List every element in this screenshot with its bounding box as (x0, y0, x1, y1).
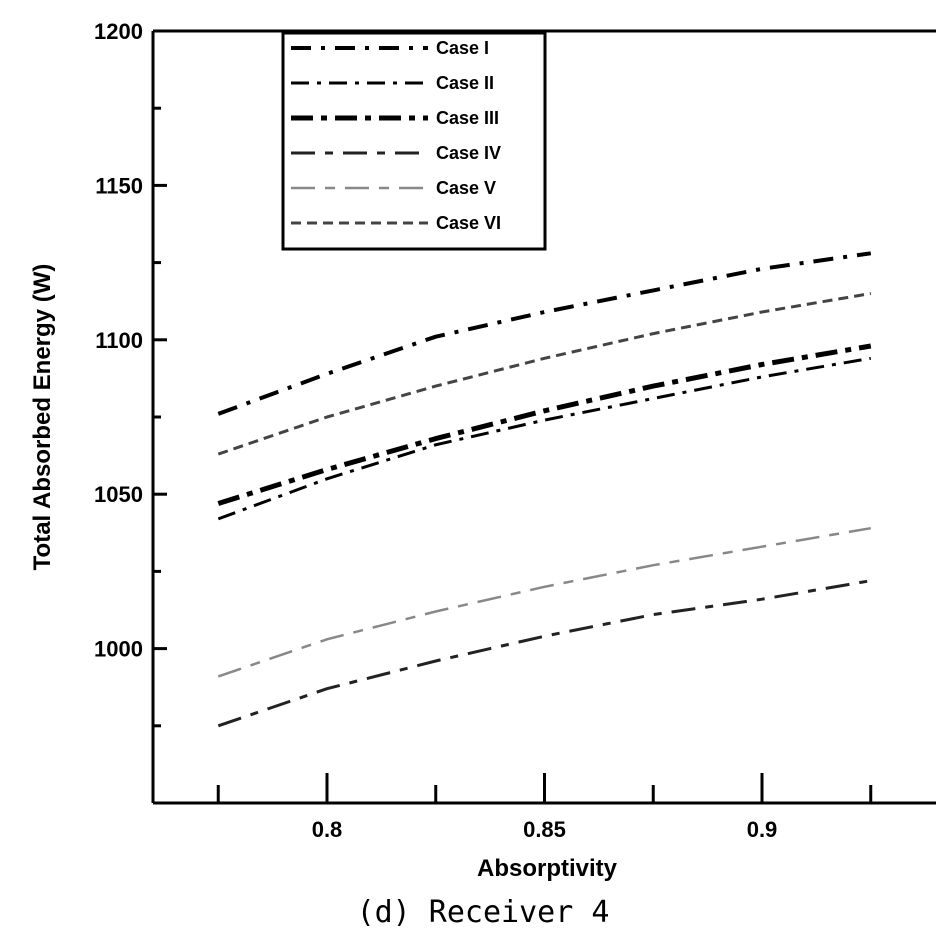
x-axis-ticks: 0.8 0.85 0.9 (216, 773, 873, 842)
legend-label: Case IV (436, 143, 501, 163)
y-tick-label: 1050 (94, 482, 143, 507)
y-tick-label: 1000 (94, 637, 143, 662)
series-line-case-vi (217, 292, 872, 456)
y-axis-title: Total Absorbed Energy (W) (29, 264, 56, 571)
series-line-case-iii (217, 343, 872, 506)
series-line-case-i (217, 251, 872, 416)
y-tick-label: 1150 (95, 173, 143, 198)
legend-label: Case VI (436, 213, 501, 233)
figure-caption: (d) Receiver 4 (357, 895, 610, 930)
series-line-case-v (217, 526, 872, 678)
x-tick-label: 0.85 (523, 817, 566, 842)
y-tick-label: 1100 (95, 328, 143, 353)
legend-label: Case III (436, 108, 499, 128)
x-tick-label: 0.9 (747, 817, 778, 842)
y-tick-label: 1200 (94, 19, 143, 44)
series-lines (217, 251, 872, 728)
series-line-case-iv (217, 579, 872, 728)
legend: Case I Case II Case III Case IV Case V Case V… (281, 31, 547, 251)
x-axis-title: Absorptivity (477, 855, 618, 882)
legend-label: Case I (436, 38, 489, 58)
x-tick-label: 0.8 (312, 817, 343, 842)
legend-label: Case V (436, 178, 496, 198)
legend-box (281, 31, 547, 251)
y-axis-ticks: 1000 1050 1100 1150 1200 (94, 19, 167, 728)
legend-label: Case II (436, 73, 494, 93)
series-line-case-ii (217, 356, 872, 521)
